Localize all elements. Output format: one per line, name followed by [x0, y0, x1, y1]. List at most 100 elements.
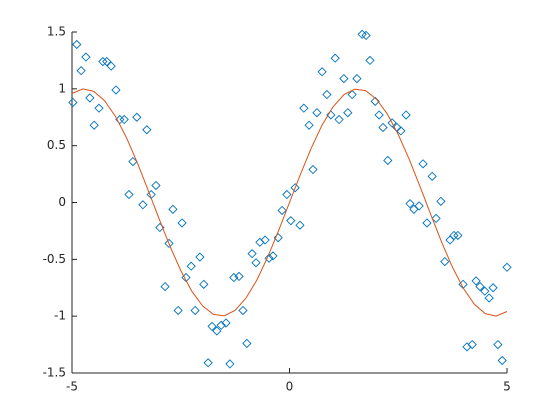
scatter-point — [247, 249, 257, 259]
scatter-point — [207, 321, 217, 332]
scatter-point — [343, 108, 353, 118]
scatter-point — [72, 39, 82, 50]
scatter-point — [471, 276, 481, 286]
scatter-point — [190, 305, 200, 316]
scatter-point — [76, 66, 86, 76]
scatter-point — [89, 120, 99, 130]
scatter-point — [238, 305, 248, 316]
fit-line — [71, 88, 508, 317]
x-tick-label: -5 — [66, 380, 78, 394]
scatter-point — [286, 216, 296, 226]
scatter-point — [221, 318, 231, 328]
scatter-point — [260, 235, 270, 245]
scatter-point — [106, 61, 116, 71]
scatter-point — [212, 326, 222, 336]
scatter-point — [160, 281, 170, 292]
scatter-point — [361, 30, 371, 41]
scatter-point — [431, 213, 441, 224]
scatter-point — [173, 305, 183, 316]
scatter-point — [427, 171, 437, 181]
y-tick-label: 1.5 — [47, 25, 66, 39]
scatter-point — [347, 89, 357, 100]
scatter-point — [199, 279, 209, 289]
scatter-point — [422, 218, 432, 228]
scatter-point — [357, 29, 367, 39]
scatter-point — [334, 114, 344, 125]
y-tick-label: -1.5 — [43, 366, 66, 380]
scatter-point — [290, 183, 300, 193]
scatter-point — [370, 96, 380, 106]
scatter-point — [151, 180, 161, 191]
scatter-point — [229, 272, 239, 283]
y-tick-label: 0 — [58, 195, 66, 209]
scatter-point — [317, 67, 327, 77]
scatter-point — [138, 200, 148, 210]
scatter-point — [102, 56, 112, 67]
scatter-point — [81, 52, 91, 62]
scatter-point — [339, 73, 349, 84]
scatter-point — [401, 110, 411, 120]
scatter-point — [322, 89, 332, 100]
scatter-point — [128, 156, 138, 167]
scatter-point — [164, 238, 174, 249]
scatter-point — [268, 251, 278, 261]
scatter-point — [273, 233, 283, 243]
scatter-point — [308, 164, 318, 175]
scatter-point — [484, 293, 494, 303]
y-tick-label: 1 — [58, 81, 66, 95]
scatter-point — [119, 114, 129, 125]
scatter-point — [277, 205, 287, 216]
scatter-point — [475, 281, 485, 292]
scatter-point — [440, 256, 450, 267]
y-tick-label: 0.5 — [47, 138, 66, 152]
scatter-point — [374, 110, 384, 120]
scatter-point — [124, 189, 134, 200]
scatter-point — [365, 55, 375, 66]
scatter-point — [186, 261, 196, 271]
scatter-point — [195, 252, 205, 262]
scatter-point — [216, 320, 226, 330]
scatter-point — [414, 201, 424, 211]
y-tick-label: -0.5 — [43, 252, 66, 266]
scatter-point — [502, 262, 512, 272]
x-tick-label: 5 — [503, 380, 511, 394]
scatter-point — [462, 342, 472, 352]
scatter-point — [98, 56, 108, 67]
scatter-point — [493, 339, 503, 350]
scatter-point — [480, 286, 490, 296]
scatter-point — [352, 73, 362, 84]
scatter-point — [68, 97, 78, 108]
y-tick-label: -1 — [54, 309, 66, 323]
scatter-point — [405, 199, 415, 209]
scatter-point — [378, 122, 388, 133]
scatter-point — [203, 358, 213, 368]
scatter-point — [467, 339, 477, 350]
scatter-point — [304, 120, 314, 130]
scatter-point — [387, 118, 397, 128]
x-tick-label: 0 — [286, 380, 294, 394]
scatter-point — [94, 103, 104, 113]
scatter-point — [168, 204, 178, 214]
scatter-point — [282, 189, 292, 200]
scatter-point — [132, 112, 142, 122]
scatter-point — [295, 220, 305, 230]
scatter-point — [264, 253, 274, 263]
scatter-point — [85, 93, 95, 103]
scatter-point — [396, 126, 406, 136]
scatter-point — [326, 110, 336, 120]
scatter-point — [330, 53, 340, 63]
scatter-point — [445, 235, 455, 245]
scatter-point — [453, 230, 463, 241]
scatter-point — [418, 159, 428, 169]
scatter-point — [299, 103, 309, 113]
scatter-point — [115, 114, 125, 125]
scatter-point — [234, 271, 244, 282]
scatter-point — [251, 258, 261, 268]
scatter-point — [111, 85, 121, 95]
scatter-point — [177, 218, 187, 228]
scatter-point — [383, 155, 393, 166]
scatter-point — [242, 338, 252, 349]
scatter-point — [497, 355, 507, 366]
scatter-point — [488, 283, 498, 293]
